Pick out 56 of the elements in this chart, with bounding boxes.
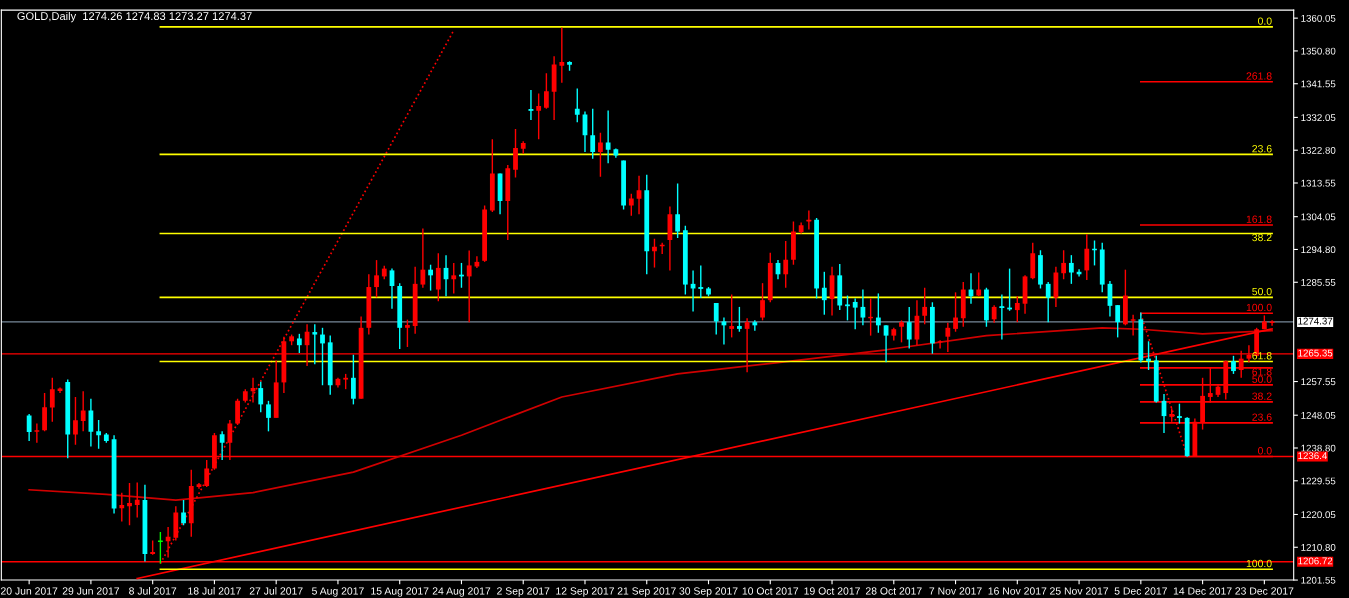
x-tick-label: 7 Nov 2017 [929, 587, 982, 595]
x-tick-label: 15 Aug 2017 [371, 587, 429, 597]
series-label: 38.2 [1252, 233, 1272, 242]
x-tick-label: 8 Jul 2017 [129, 587, 177, 595]
x-tick-label: 30 Sep 2017 [679, 587, 738, 597]
y-tick-label: 1201.55 [1301, 576, 1336, 584]
series-label: 23.6 [1252, 145, 1272, 153]
x-tick-label: 24 Aug 2017 [432, 587, 491, 597]
series-label: 161.8 [1246, 215, 1272, 223]
series-label: 100.0 [1246, 303, 1272, 312]
series-label: 38.2 [1252, 392, 1272, 400]
y-tick-label: 1285.55 [1301, 279, 1336, 286]
x-tick-label: 23 Dec 2017 [1235, 587, 1294, 595]
series-label: 50.0 [1252, 375, 1272, 383]
series-label: 61.8 [1252, 352, 1272, 360]
y-tick-label: 1341.55 [1301, 80, 1336, 88]
x-tick-label: 28 Oct 2017 [865, 587, 922, 595]
x-tick-label: 21 Sep 2017 [617, 587, 676, 597]
series-label: 0.0 [1258, 17, 1272, 25]
x-tick-label: 25 Nov 2017 [1050, 587, 1109, 595]
series-label: 50.0 [1252, 287, 1272, 296]
series-label: 23.6 [1252, 413, 1272, 421]
y-tick-label: 1210.80 [1301, 544, 1336, 551]
y-tick-label: 1294.80 [1301, 246, 1336, 254]
x-tick-label: 16 Nov 2017 [988, 587, 1047, 595]
ref-line-label: 1206.72 [1298, 557, 1333, 565]
x-tick-label: 5 Aug 2017 [312, 587, 364, 597]
x-tick-label: 10 Oct 2017 [742, 587, 799, 595]
y-tick-label: 1238.80 [1301, 444, 1336, 452]
ref-line-label: 1274.37 [1298, 317, 1333, 325]
x-tick-label: 27 Jul 2017 [249, 587, 303, 595]
y-tick-label: 1322.80 [1301, 146, 1336, 154]
x-tick-label: 19 Oct 2017 [804, 587, 860, 595]
y-tick-label: 1229.55 [1301, 477, 1336, 485]
x-tick-label: 5 Dec 2017 [1114, 587, 1167, 595]
x-tick-label: 12 Sep 2017 [556, 587, 615, 597]
y-tick-label: 1257.55 [1301, 378, 1336, 386]
ref-line-label: 1265.35 [1298, 349, 1333, 357]
y-tick-label: 1350.80 [1301, 47, 1336, 55]
x-tick-label: 18 Jul 2017 [188, 587, 241, 595]
series-label: 0.0 [1258, 447, 1272, 455]
x-tick-label: 2 Sep 2017 [497, 587, 550, 597]
y-tick-label: 1220.05 [1301, 511, 1336, 519]
series-label: 100.0 [1246, 559, 1272, 568]
x-tick-label: 29 Jun 2017 [62, 587, 120, 595]
x-tick-label: 20 Jun 2017 [1, 587, 58, 595]
y-tick-label: 1332.05 [1301, 114, 1336, 122]
chart-title: GOLD,Daily 1274.26 1274.83 1273.27 1274.37 [17, 11, 252, 23]
series-label: 261.8 [1246, 72, 1272, 80]
y-tick-label: 1313.55 [1301, 179, 1336, 187]
y-tick-label: 1304.05 [1301, 213, 1336, 221]
y-tick-label: 1360.05 [1301, 14, 1336, 22]
y-tick-label: 1248.05 [1301, 411, 1336, 419]
x-tick-label: 14 Dec 2017 [1173, 587, 1232, 595]
ref-line-label: 1236.4 [1298, 452, 1328, 460]
series-label: 61.8 [1252, 368, 1272, 376]
